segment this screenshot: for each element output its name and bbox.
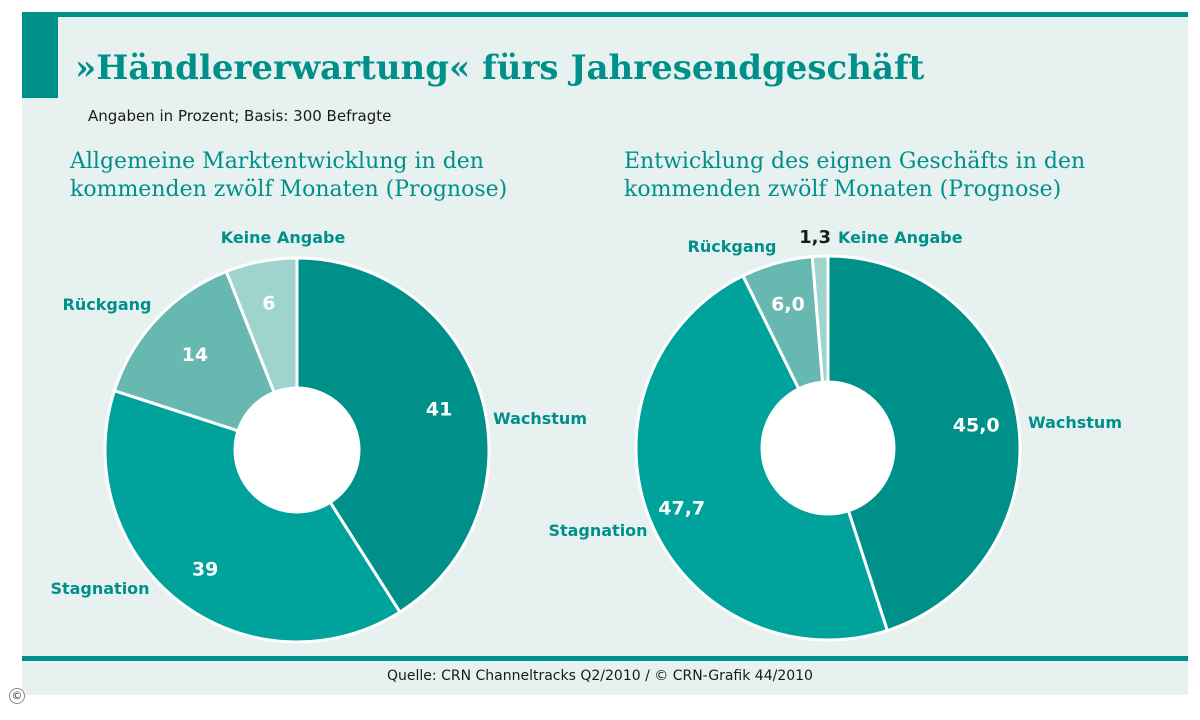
chart-1-value-label-rueckgang: 14 xyxy=(182,344,208,366)
chart-1-category-label-stagnation: Stagnation xyxy=(50,579,149,598)
chart-1-category-label-rueckgang: Rückgang xyxy=(63,295,152,314)
chart-1-title-line-2: kommenden zwölf Monaten (Prognose) xyxy=(70,177,508,202)
chart-1-category-label-keine-angabe: Keine Angabe xyxy=(221,228,346,247)
bottom-rule xyxy=(22,656,1188,661)
chart-2-title: Entwicklung des eignen Geschäfts in den … xyxy=(624,148,1085,204)
chart-1-title-line-1: Allgemeine Marktentwicklung in den xyxy=(70,149,484,174)
chart-2-value-label-stagnation: 47,7 xyxy=(658,498,705,520)
chart-2-category-label-rueckgang: Rückgang xyxy=(688,237,777,256)
chart-2-value-label-keine-angabe: 1,3 xyxy=(799,227,831,248)
chart-1-value-label-keine-angabe: 6 xyxy=(262,293,275,315)
chart-1-donut-hole xyxy=(233,386,361,514)
chart-1-category-label-wachstum: Wachstum xyxy=(493,409,587,428)
chart-1-value-label-wachstum: 41 xyxy=(426,399,452,421)
source-note: Quelle: CRN Channeltracks Q2/2010 / © CR… xyxy=(387,668,813,684)
copyright-icon: © xyxy=(9,688,25,704)
chart-1-slice-rueckgang xyxy=(112,269,300,453)
chart-2-donut-hole xyxy=(760,380,896,516)
page-title: »Händlererwartung« fürs Jahresendgeschäf… xyxy=(75,48,925,88)
chart-2-category-label-wachstum: Wachstum xyxy=(1028,413,1122,432)
chart-2-value-label-wachstum: 45,0 xyxy=(953,415,1000,437)
top-rule xyxy=(58,12,1188,17)
chart-2-title-line-2: kommenden zwölf Monaten (Prognose) xyxy=(624,177,1062,202)
chart-2-category-label-stagnation: Stagnation xyxy=(548,521,647,540)
chart-2-category-label-keine-angabe: Keine Angabe xyxy=(838,228,963,247)
chart-2-value-label-rueckgang: 6,0 xyxy=(771,293,805,315)
chart-2-title-line-1: Entwicklung des eignen Geschäfts in den xyxy=(624,149,1086,174)
chart-1-value-label-stagnation: 39 xyxy=(192,559,218,581)
chart-2-slice-wachstum xyxy=(826,254,1022,633)
page-subtitle: Angaben in Prozent; Basis: 300 Befragte xyxy=(88,107,392,125)
chart-1-title: Allgemeine Marktentwicklung in den komme… xyxy=(70,148,507,204)
chart-1-slice-stagnation xyxy=(103,388,402,644)
accent-bar xyxy=(22,12,58,98)
